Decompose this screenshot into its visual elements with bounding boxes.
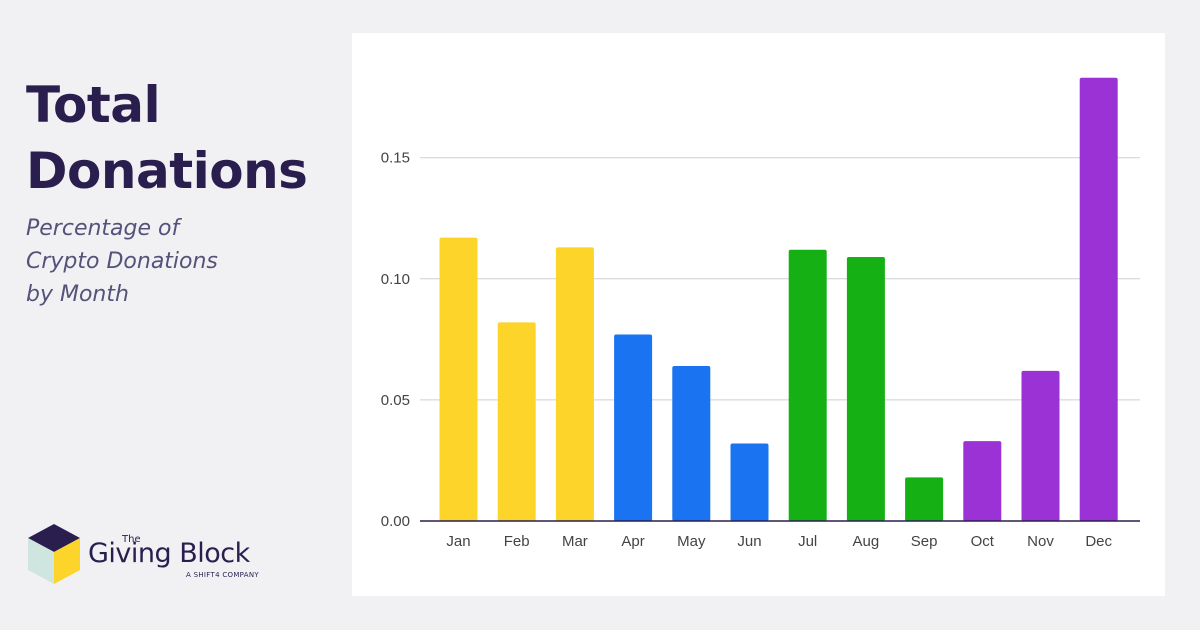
- bar-nov: [1021, 370, 1060, 521]
- bar-jan: [439, 237, 478, 521]
- bar-jul: [788, 249, 827, 521]
- cube-icon: [28, 524, 80, 584]
- y-tick-label: 0.05: [381, 392, 410, 409]
- x-tick-label: Feb: [504, 533, 530, 550]
- giving-block-logo: The Giving Block A SHIFT4 COMPANY: [26, 522, 276, 586]
- x-tick-label: Sep: [911, 533, 938, 550]
- bar-may: [672, 365, 711, 521]
- logo-tagline: A SHIFT4 COMPANY: [186, 571, 259, 579]
- bar-apr: [614, 334, 653, 521]
- y-tick-label: 0.15: [381, 150, 410, 167]
- bar-jun: [730, 443, 769, 521]
- x-tick-label: Mar: [562, 533, 588, 550]
- subtitle-line-3: by Month: [26, 282, 129, 307]
- x-tick-label: May: [677, 533, 706, 550]
- x-tick-label: Jul: [798, 533, 817, 550]
- heading-panel: Total Donations Percentage of Crypto Don…: [26, 72, 346, 311]
- bar-sep: [905, 477, 944, 521]
- page-title: Total Donations: [26, 72, 346, 204]
- bar-chart: 0.00 0.05 0.10 0.15 Jan Feb Mar Apr May Jun Jul Aug…: [381, 77, 1140, 550]
- logo-the-text: The: [122, 534, 141, 545]
- x-tick-label: Aug: [853, 533, 880, 550]
- page-subtitle: Percentage of Crypto Donations by Month: [26, 212, 266, 311]
- x-tick-label: Oct: [971, 533, 995, 550]
- title-line-2: Donations: [26, 142, 308, 200]
- subtitle-line-2: Crypto Donations: [26, 249, 218, 274]
- x-tick-label: Dec: [1085, 533, 1112, 550]
- x-tick-label: Apr: [621, 533, 644, 550]
- bar-oct: [963, 441, 1002, 521]
- x-tick-label: Nov: [1027, 533, 1054, 550]
- bar-dec: [1079, 77, 1118, 522]
- bar-aug: [846, 257, 885, 521]
- subtitle-line-1: Percentage of: [26, 216, 180, 241]
- x-tick-label: Jun: [737, 533, 761, 550]
- y-tick-label: 0.10: [381, 271, 410, 288]
- y-tick-label: 0.00: [381, 513, 410, 530]
- chart-card: 0.00 0.05 0.10 0.15 Jan Feb Mar Apr May Jun Jul Aug…: [352, 33, 1165, 596]
- logo-name-text: Giving Block: [88, 538, 250, 569]
- title-line-1: Total: [26, 76, 161, 134]
- bar-mar: [555, 247, 594, 521]
- bar-feb: [497, 322, 536, 521]
- x-tick-label: Jan: [446, 533, 470, 550]
